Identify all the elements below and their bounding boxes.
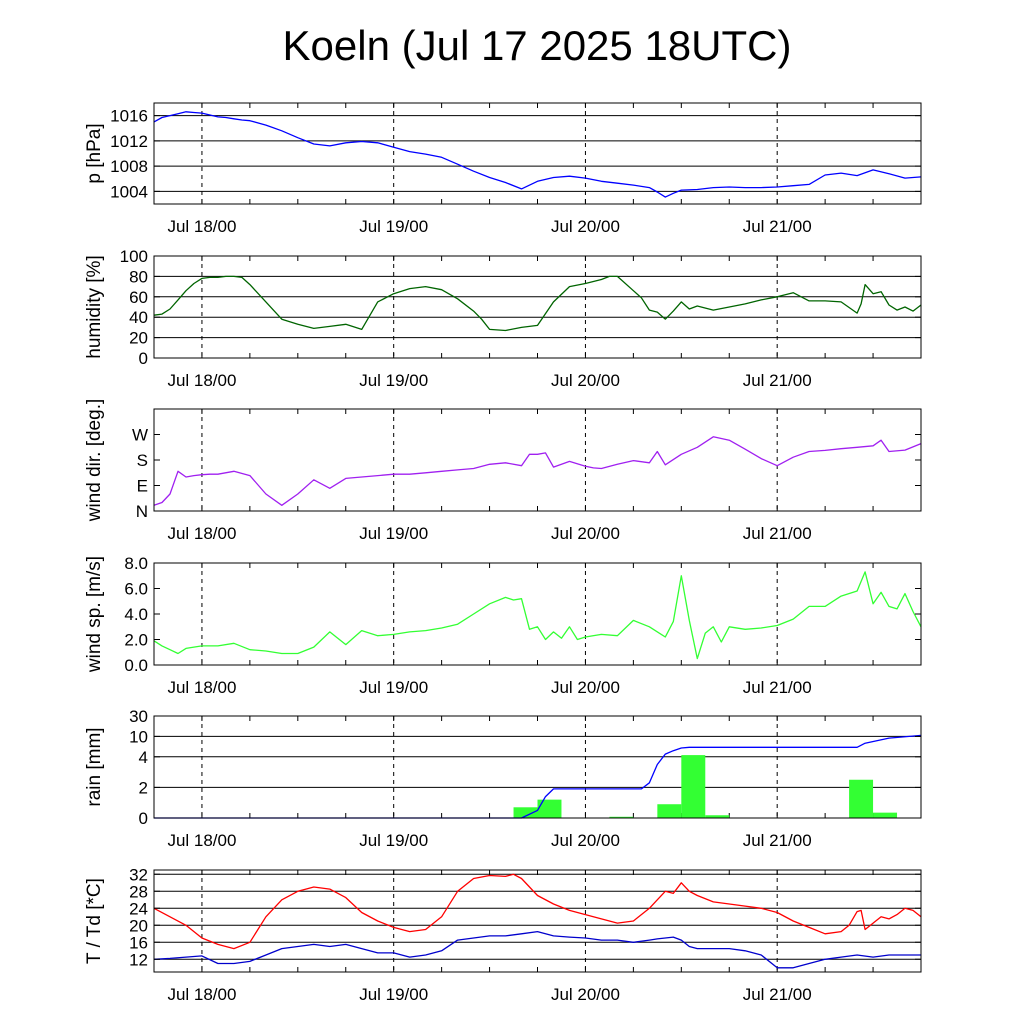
y-tick-label: 30 (129, 707, 148, 726)
y-tick-label: 4 (139, 748, 148, 767)
x-tick-label: Jul 18/00 (167, 678, 236, 697)
humidity-line (153, 275, 922, 332)
x-tick-label: Jul 21/00 (743, 985, 812, 1004)
rain-sum-line (154, 734, 922, 819)
x-tick-label: Jul 21/00 (743, 217, 812, 236)
y-tick-label: 2.0 (124, 631, 148, 650)
x-tick-label: Jul 21/00 (743, 831, 812, 850)
y-tick-label: 40 (129, 308, 148, 327)
y-axis-label: T / Td [*C] (84, 878, 105, 964)
x-tick-label: Jul 19/00 (359, 217, 428, 236)
y-tick-label: W (132, 426, 148, 445)
y-tick-label: 8.0 (124, 554, 148, 573)
y-tick-label: E (137, 477, 148, 496)
pressure-panel: 1004 1008 1012 1016 Jul 18/00 Jul 19/00 Jul 20… (84, 102, 922, 236)
x-tick-label: Jul 19/00 (359, 371, 428, 390)
y-tick-label: 80 (129, 267, 148, 286)
x-tick-label: Jul 18/00 (167, 371, 236, 390)
y-tick-label: 100 (120, 247, 148, 266)
y-tick-label: S (137, 451, 148, 470)
x-tick-label: Jul 18/00 (167, 217, 236, 236)
x-tick-label: Jul 18/00 (167, 524, 236, 543)
plot-frame (153, 255, 922, 359)
x-tick-label: Jul 18/00 (167, 985, 236, 1004)
rain-bar (609, 816, 634, 818)
pressure-line (153, 111, 922, 198)
x-tick-label: Jul 20/00 (551, 985, 620, 1004)
y-tick-label: 1008 (110, 157, 148, 176)
rain-bar (873, 812, 898, 818)
y-tick-label: 0 (139, 809, 148, 828)
plot-frame (153, 715, 922, 819)
y-tick-label: 1012 (110, 132, 148, 151)
wind-speed-panel: 0.0 2.0 4.0 6.0 8.0 Jul 18/00 Jul 19/00 Jul 20/… (84, 554, 922, 697)
y-tick-label: 32 (129, 865, 148, 884)
y-tick-label: 1016 (110, 107, 148, 126)
x-tick-label: Jul 18/00 (167, 831, 236, 850)
x-tick-label: Jul 20/00 (551, 678, 620, 697)
y-tick-label: 0.0 (124, 656, 148, 675)
y-axis-label: wind dir. [deg.] (84, 399, 105, 523)
x-tick-label: Jul 20/00 (551, 524, 620, 543)
y-tick-label: 28 (129, 882, 148, 901)
y-tick-label: 1004 (110, 182, 148, 201)
y-tick-label: 60 (129, 288, 148, 307)
wind_direction-line (153, 436, 922, 506)
x-tick-label: Jul 20/00 (551, 831, 620, 850)
t-line (153, 873, 922, 950)
y-tick-label: 4.0 (124, 605, 148, 624)
chart-title: Koeln (Jul 17 2025 18UTC) (282, 22, 792, 69)
plot-frame (153, 562, 922, 666)
y-tick-label: 20 (129, 916, 148, 935)
x-tick-label: Jul 21/00 (743, 678, 812, 697)
x-tick-label: Jul 21/00 (743, 524, 812, 543)
wind_speed-line (153, 571, 922, 660)
x-tick-label: Jul 20/00 (551, 217, 620, 236)
x-tick-label: Jul 19/00 (359, 678, 428, 697)
rain-bar (705, 815, 730, 818)
x-tick-label: Jul 21/00 (743, 371, 812, 390)
x-tick-label: Jul 19/00 (359, 985, 428, 1004)
plot-frame (153, 102, 922, 205)
y-tick-label: N (136, 502, 148, 521)
y-axis-label: rain [mm] (84, 727, 105, 806)
y-tick-label: 16 (129, 933, 148, 952)
y-tick-label: 24 (129, 899, 148, 918)
rain-bar (513, 807, 538, 818)
rain-bar (657, 804, 682, 818)
x-tick-label: Jul 19/00 (359, 524, 428, 543)
y-tick-label: 2 (139, 778, 148, 797)
y-tick-label: 6.0 (124, 580, 148, 599)
x-tick-label: Jul 19/00 (359, 831, 428, 850)
x-tick-label: Jul 20/00 (551, 371, 620, 390)
y-axis-label: humidity [%] (84, 255, 105, 358)
y-tick-label: 12 (129, 950, 148, 969)
y-tick-label: 10 (129, 727, 148, 746)
rain-bar (681, 755, 706, 818)
y-tick-label: 0 (139, 349, 148, 368)
plot-frame (153, 869, 922, 973)
rain-bar (537, 799, 562, 818)
y-axis-label: wind sp. [m/s] (84, 556, 105, 673)
y-tick-label: 20 (129, 329, 148, 348)
rain-bar (849, 779, 874, 818)
td-line (153, 930, 921, 969)
y-axis-label: p [hPa] (84, 123, 105, 183)
